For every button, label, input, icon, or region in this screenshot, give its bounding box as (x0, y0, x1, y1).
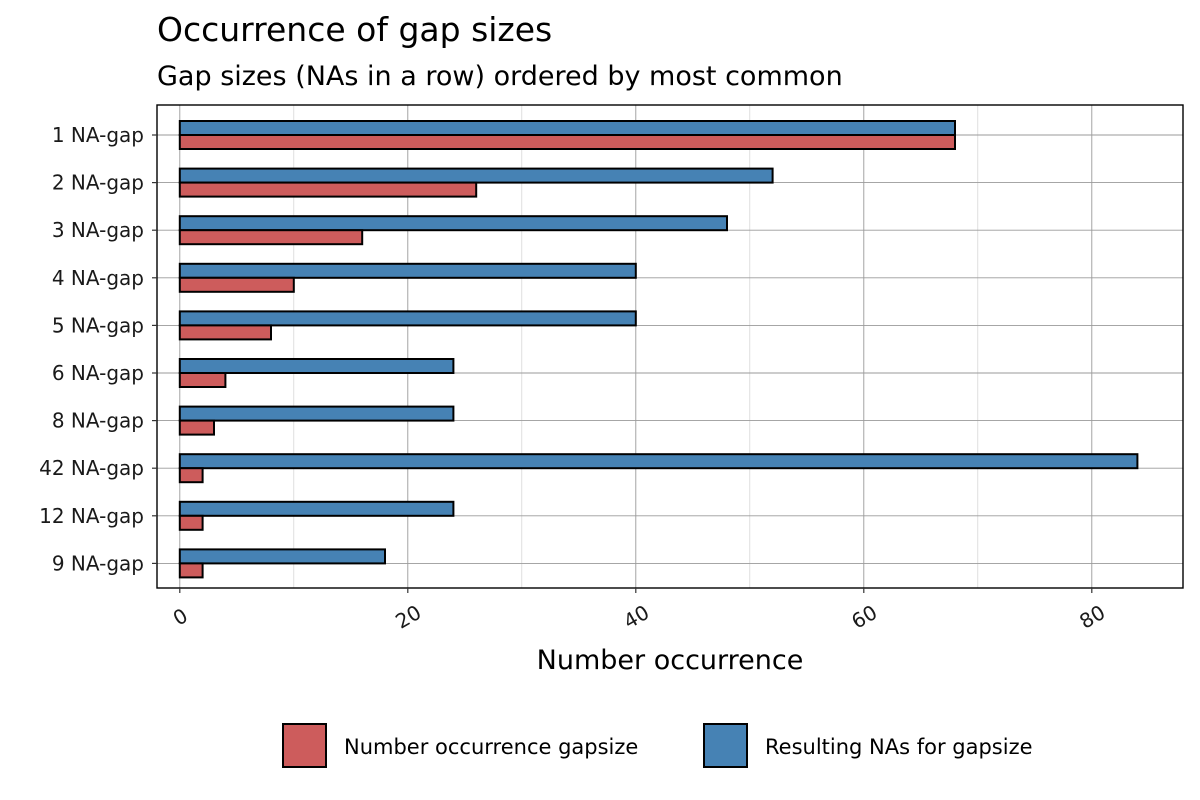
bar-resulting-nas-6-na-gap (178, 358, 455, 374)
bar-occurrence-3-na-gap (178, 229, 364, 246)
y-tick-label: 8 NA-gap (52, 409, 144, 433)
bar-occurrence-9-na-gap (178, 562, 204, 579)
bar-resulting-nas-3-na-gap (178, 215, 729, 232)
bar-resulting-nas-1-na-gap (178, 120, 957, 136)
bar-occurrence-4-na-gap (178, 276, 295, 293)
bar-occurrence-12-na-gap (178, 514, 204, 531)
x-tick-label: 60 (847, 600, 881, 634)
y-tick-label: 12 NA-gap (39, 504, 144, 528)
bar-resulting-nas-9-na-gap (178, 548, 386, 565)
x-tick-label: 20 (391, 600, 425, 634)
legend-label-occurrence: Number occurrence gapsize (344, 735, 638, 759)
bar-resulting-nas-4-na-gap (178, 262, 637, 279)
legend: Number occurrence gapsize Resulting NAs … (282, 723, 1033, 768)
y-tick-label: 2 NA-gap (52, 171, 144, 195)
bar-occurrence-42-na-gap (178, 467, 204, 484)
y-tick-label: 6 NA-gap (52, 361, 144, 385)
x-tick-label: 0 (169, 603, 192, 630)
y-tick-label: 9 NA-gap (52, 551, 144, 575)
bar-occurrence-2-na-gap (178, 181, 478, 198)
bars (178, 120, 1139, 579)
bar-resulting-nas-8-na-gap (178, 405, 455, 422)
y-axis-ticks: 1 NA-gap 2 NA-gap 3 NA-gap 4 NA-gap 5 NA-gap… (39, 123, 157, 575)
chart-subtitle: Gap sizes (NAs in a row) ordered by most… (157, 61, 843, 92)
bar-occurrence-1-na-gap (178, 134, 957, 150)
x-tick-label: 40 (619, 600, 653, 634)
y-tick-label: 4 NA-gap (52, 266, 144, 290)
bar-resulting-nas-5-na-gap (178, 310, 637, 327)
bar-resulting-nas-12-na-gap (178, 500, 455, 517)
chart-title: Occurrence of gap sizes (157, 10, 552, 49)
plot-border (156, 104, 1184, 589)
bar-resulting-nas-2-na-gap (178, 167, 774, 184)
x-axis-label: Number occurrence (537, 645, 804, 676)
y-tick-label: 3 NA-gap (52, 218, 144, 242)
y-tick-label: 5 NA-gap (52, 313, 144, 337)
legend-swatch-resulting-nas (703, 723, 748, 768)
bar-occurrence-6-na-gap (178, 372, 227, 388)
bar-occurrence-8-na-gap (178, 419, 216, 436)
x-tick-label: 80 (1075, 600, 1109, 634)
legend-label-resulting-nas: Resulting NAs for gapsize (765, 735, 1033, 759)
x-axis-ticks: 0 20 40 60 80 (169, 588, 1109, 634)
bar-occurrence-5-na-gap (178, 324, 272, 341)
y-tick-label: 1 NA-gap (52, 123, 144, 147)
y-tick-label: 42 NA-gap (39, 456, 144, 480)
bar-resulting-nas-42-na-gap (178, 453, 1139, 470)
legend-swatch-occurrence (282, 723, 327, 768)
